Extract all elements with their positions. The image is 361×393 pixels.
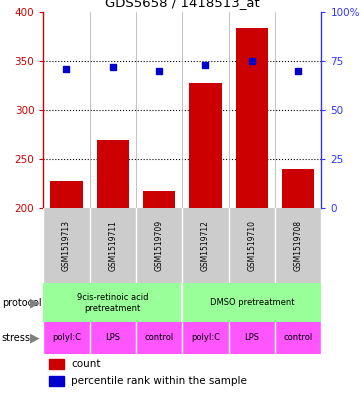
Bar: [182, 283, 321, 322]
Bar: [236, 28, 268, 208]
Bar: [182, 208, 229, 283]
Bar: [49, 359, 64, 369]
Bar: [97, 140, 129, 208]
Bar: [229, 208, 275, 283]
Bar: [43, 283, 182, 322]
Text: GSM1519709: GSM1519709: [155, 220, 164, 271]
Bar: [43, 322, 90, 354]
Text: protocol: protocol: [2, 298, 42, 308]
Text: polyI:C: polyI:C: [52, 334, 81, 342]
Text: ▶: ▶: [30, 331, 39, 345]
Bar: [136, 322, 182, 354]
Text: percentile rank within the sample: percentile rank within the sample: [71, 376, 247, 386]
Text: control: control: [144, 334, 174, 342]
Text: count: count: [71, 358, 101, 369]
Bar: [182, 322, 229, 354]
Text: polyI:C: polyI:C: [191, 334, 220, 342]
Bar: [275, 208, 321, 283]
Bar: [43, 208, 90, 283]
Bar: [50, 181, 83, 208]
Text: LPS: LPS: [244, 334, 259, 342]
Bar: [90, 322, 136, 354]
Bar: [282, 169, 314, 208]
Bar: [189, 83, 222, 208]
Text: LPS: LPS: [105, 334, 120, 342]
Title: GDS5658 / 1418513_at: GDS5658 / 1418513_at: [105, 0, 260, 9]
Text: GSM1519711: GSM1519711: [108, 220, 117, 271]
Text: GSM1519710: GSM1519710: [247, 220, 256, 271]
Text: ▶: ▶: [30, 296, 39, 309]
Bar: [136, 208, 182, 283]
Text: DMSO pretreatment: DMSO pretreatment: [209, 298, 294, 307]
Text: 9cis-retinoic acid
pretreatment: 9cis-retinoic acid pretreatment: [77, 292, 149, 313]
Bar: [90, 208, 136, 283]
Bar: [143, 191, 175, 208]
Text: stress: stress: [2, 333, 31, 343]
Bar: [229, 322, 275, 354]
Text: GSM1519712: GSM1519712: [201, 220, 210, 271]
Text: GSM1519708: GSM1519708: [293, 220, 303, 271]
Bar: [275, 322, 321, 354]
Bar: [49, 376, 64, 386]
Text: control: control: [283, 334, 313, 342]
Text: GSM1519713: GSM1519713: [62, 220, 71, 271]
